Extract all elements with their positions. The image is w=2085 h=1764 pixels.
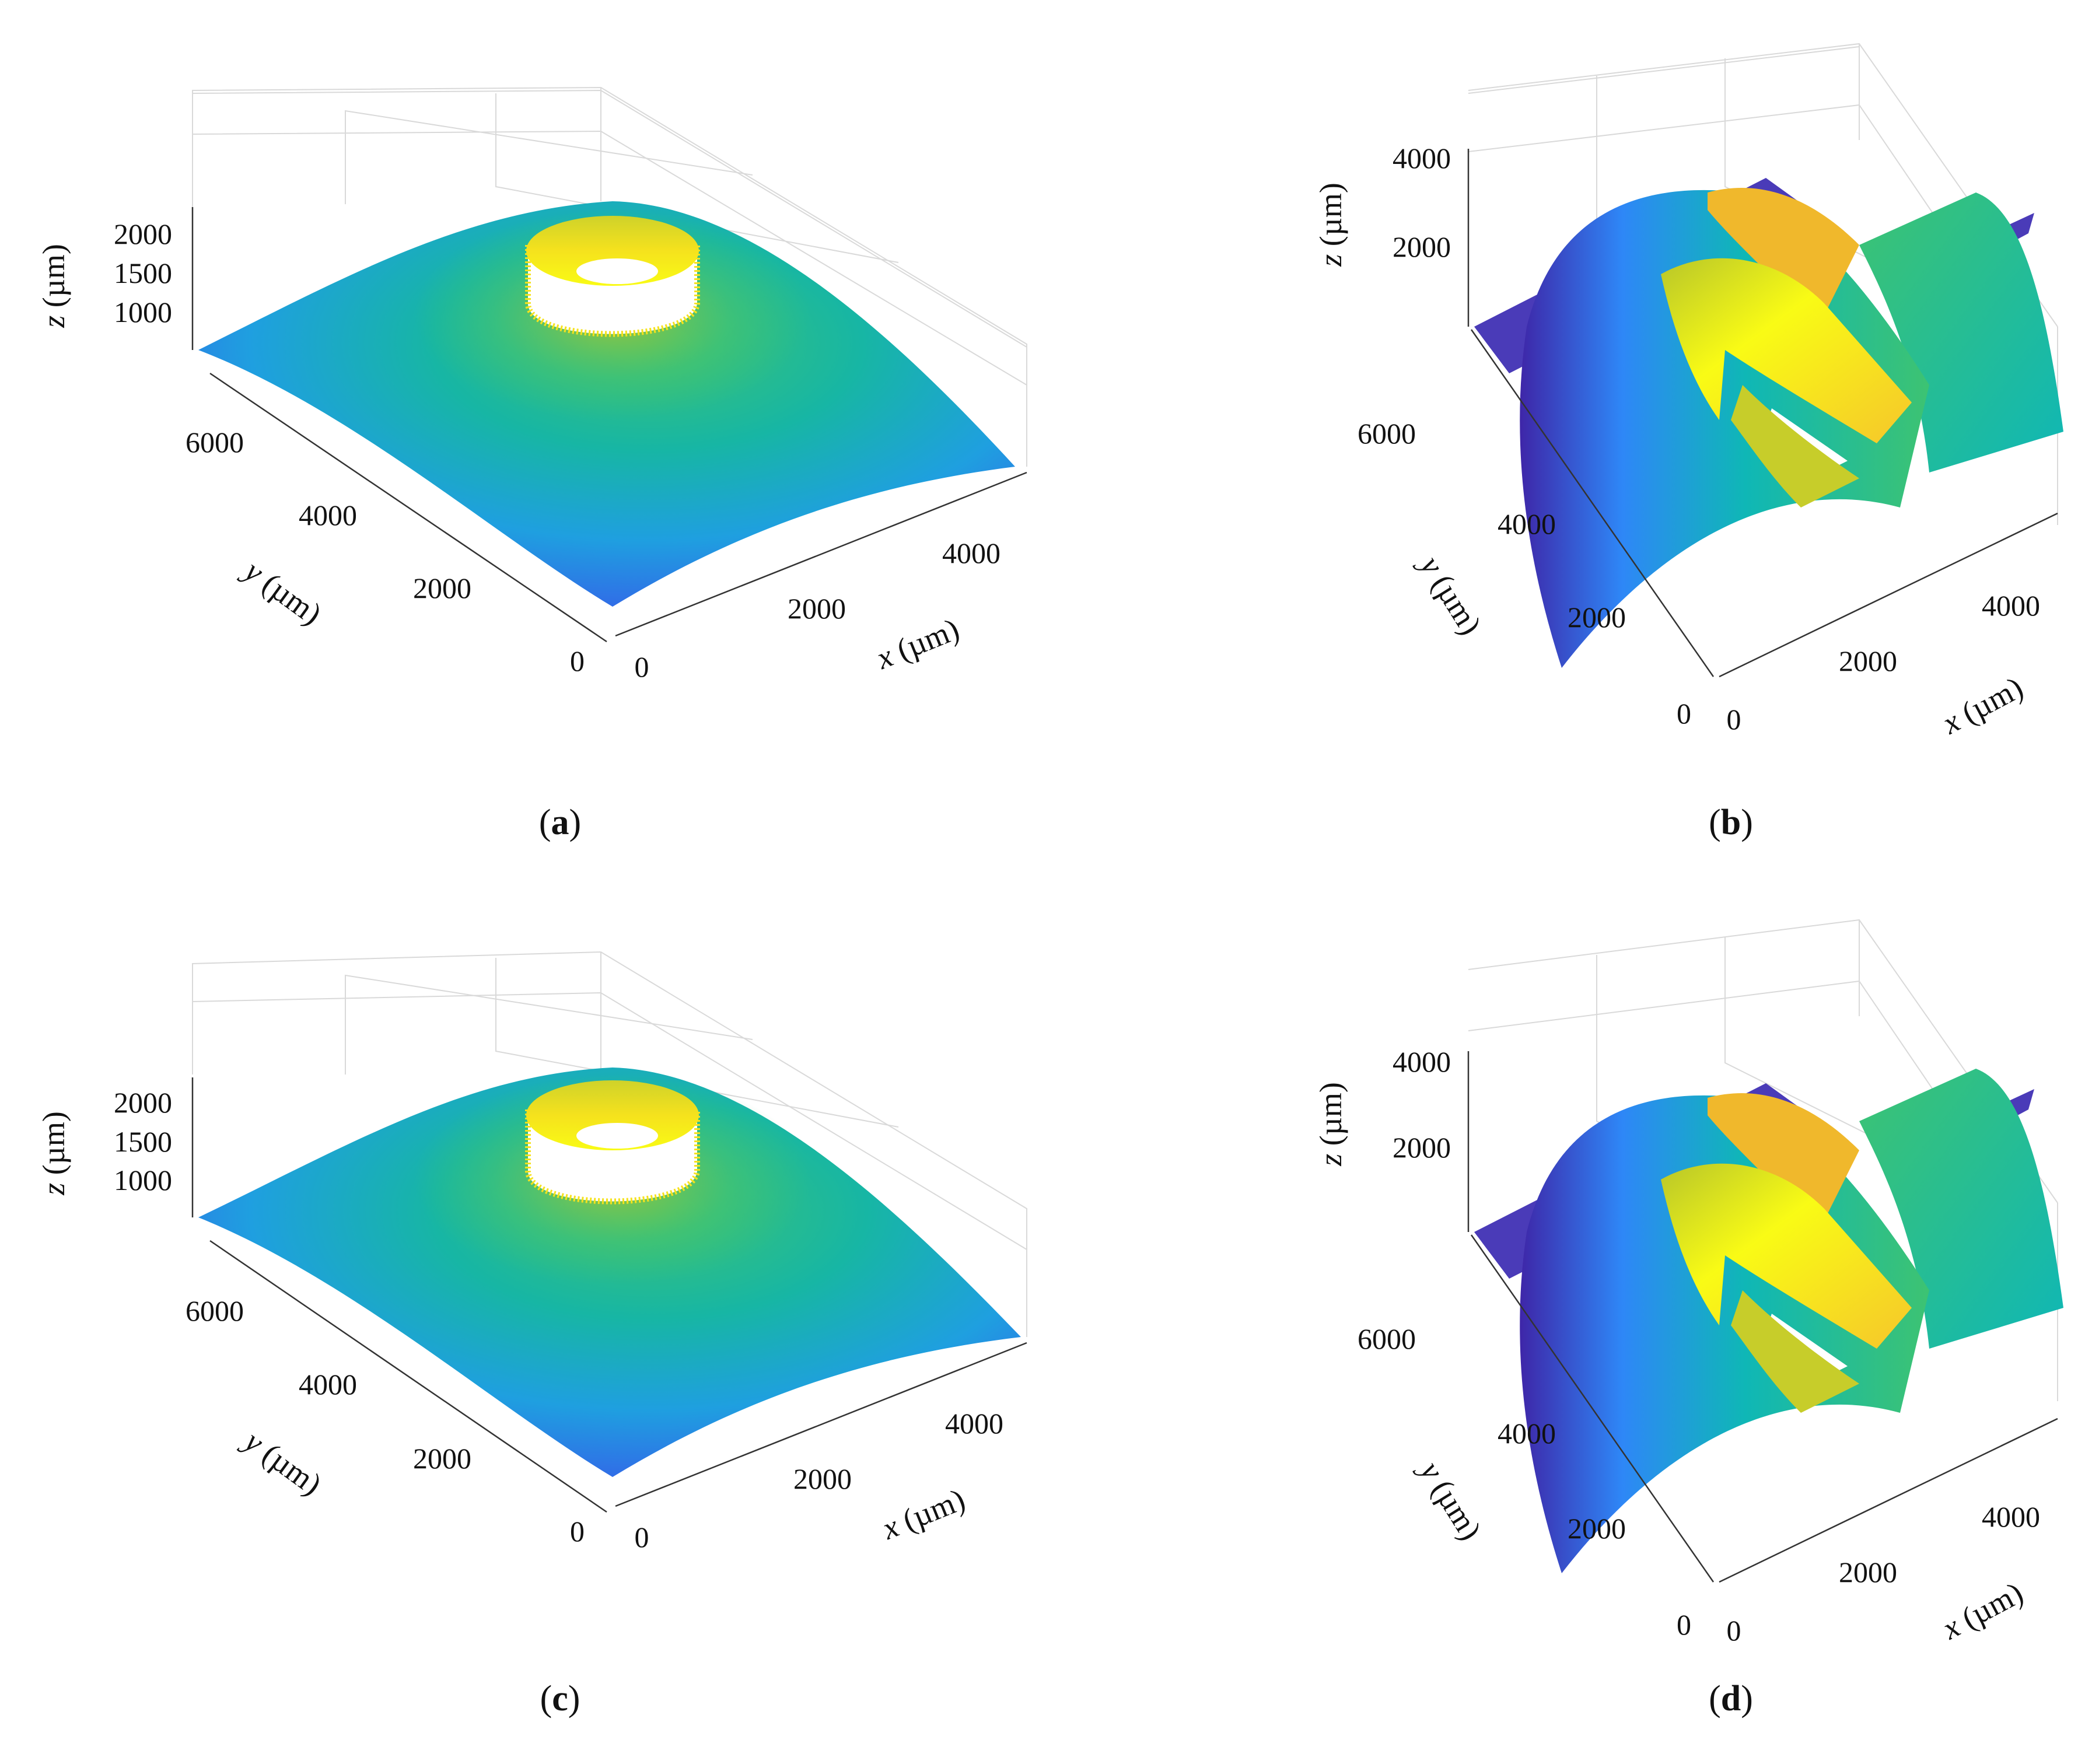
z-label-c: z (µm) xyxy=(36,1111,71,1196)
xticks-d: 0 2000 4000 xyxy=(1727,1500,2041,1647)
x-tick-c-2000: 2000 xyxy=(793,1462,852,1495)
grid-c xyxy=(192,951,1027,1337)
x-tick-c-4000: 4000 xyxy=(945,1407,1003,1440)
yticks-b: 6000 4000 2000 0 xyxy=(1358,417,1691,730)
y-label-c: y (µm) xyxy=(236,1422,328,1502)
plot-a: 2000 1500 1000 6000 4000 2000 0 0 2000 4… xyxy=(36,86,1027,683)
caption-d: (d) xyxy=(1709,1679,1753,1718)
z-tick-c-2: 1000 xyxy=(114,1164,172,1196)
y-tick-d-0: 0 xyxy=(1677,1608,1691,1641)
zticks-b: 4000 2000 xyxy=(1393,142,1451,263)
y-tick-a-2000: 2000 xyxy=(413,572,471,604)
panel-d: 4000 2000 6000 4000 2000 0 0 2000 4000 z… xyxy=(1042,882,2085,1764)
z-tick-a-2: 1000 xyxy=(114,296,172,328)
grid-a xyxy=(192,86,1027,467)
y-tick-b-2000: 2000 xyxy=(1568,601,1626,634)
axes-d xyxy=(1467,1051,2058,1583)
z-tick-d-2000: 2000 xyxy=(1393,1131,1451,1164)
y-tick-d-6000: 6000 xyxy=(1358,1322,1416,1355)
panel-c: 2000 1500 1000 6000 4000 2000 0 0 2000 4… xyxy=(0,882,1042,1764)
y-tick-c-4000: 4000 xyxy=(299,1368,357,1401)
zticks-d: 4000 2000 xyxy=(1393,1045,1451,1164)
x-tick-d-4000: 4000 xyxy=(1982,1500,2040,1533)
y-tick-c-0: 0 xyxy=(570,1515,585,1548)
y-tick-a-4000: 4000 xyxy=(299,499,357,531)
y-tick-d-2000: 2000 xyxy=(1568,1512,1626,1545)
z-tick-b-2000: 2000 xyxy=(1393,230,1451,263)
zticks-c: 2000 1500 1000 xyxy=(114,1086,172,1196)
y-label-d: y (µm) xyxy=(1412,1452,1488,1546)
xticks-c: 0 2000 4000 xyxy=(635,1407,1004,1553)
axes-a xyxy=(191,207,1027,643)
z-tick-a-0: 2000 xyxy=(114,218,172,250)
y-tick-a-6000: 6000 xyxy=(186,426,244,459)
z-tick-c-0: 2000 xyxy=(114,1086,172,1119)
plot-d: 4000 2000 6000 4000 2000 0 0 2000 4000 z… xyxy=(1313,919,2063,1647)
plot-b: 4000 2000 6000 4000 2000 0 0 2000 4000 z… xyxy=(1313,43,2063,741)
x-tick-b-4000: 4000 xyxy=(1982,589,2040,622)
z-tick-d-4000: 4000 xyxy=(1393,1045,1451,1078)
surface-c xyxy=(198,1068,1021,1477)
x-label-d: x (µm) xyxy=(1936,1575,2028,1646)
yticks-c: 6000 4000 2000 0 xyxy=(186,1294,585,1548)
x-label-a: x (µm) xyxy=(871,611,964,676)
caption-b: (b) xyxy=(1709,803,1753,842)
x-tick-c-0: 0 xyxy=(635,1521,649,1553)
xticks-b: 0 2000 4000 xyxy=(1727,589,2041,736)
axes-b xyxy=(1467,149,2058,678)
x-label-c: x (µm) xyxy=(877,1482,970,1546)
y-tick-c-2000: 2000 xyxy=(413,1442,471,1475)
x-tick-a-4000: 4000 xyxy=(942,537,1000,569)
y-tick-d-4000: 4000 xyxy=(1498,1417,1556,1450)
z-label-d: z (µm) xyxy=(1313,1082,1348,1167)
yticks-d: 6000 4000 2000 0 xyxy=(1358,1322,1691,1641)
caption-a: (a) xyxy=(538,803,582,842)
z-label-a: z (µm) xyxy=(36,244,71,328)
x-tick-b-0: 0 xyxy=(1727,703,1741,736)
plot-c: 2000 1500 1000 6000 4000 2000 0 0 2000 4… xyxy=(36,951,1027,1553)
caption-c: (c) xyxy=(540,1679,580,1718)
z-tick-c-1: 1500 xyxy=(114,1125,172,1158)
panel-b: 4000 2000 6000 4000 2000 0 0 2000 4000 z… xyxy=(1042,0,2085,882)
yticks-a: 6000 4000 2000 0 xyxy=(186,426,585,677)
z-tick-a-1: 1500 xyxy=(114,257,172,289)
x-tick-d-0: 0 xyxy=(1727,1614,1741,1647)
y-label-a: y (µm) xyxy=(236,551,328,632)
xticks-a: 0 2000 4000 xyxy=(635,537,1001,683)
surface-b xyxy=(1474,178,2063,668)
x-label-b: x (µm) xyxy=(1936,670,2028,741)
surface-a xyxy=(198,201,1015,607)
y-tick-a-0: 0 xyxy=(570,645,585,677)
x-tick-a-2000: 2000 xyxy=(788,592,846,625)
z-label-b: z (µm) xyxy=(1313,183,1348,267)
y-tick-b-0: 0 xyxy=(1677,697,1691,730)
zticks-a: 2000 1500 1000 xyxy=(114,218,172,328)
x-tick-a-0: 0 xyxy=(635,650,649,683)
x-tick-d-2000: 2000 xyxy=(1839,1556,1897,1588)
panel-a: 2000 1500 1000 6000 4000 2000 0 0 2000 4… xyxy=(0,0,1042,882)
y-label-b: y (µm) xyxy=(1412,547,1488,640)
axes-c xyxy=(191,1077,1027,1513)
surface-d xyxy=(1474,1069,2063,1573)
y-tick-b-4000: 4000 xyxy=(1498,508,1556,540)
y-tick-b-6000: 6000 xyxy=(1358,417,1416,450)
z-tick-b-4000: 4000 xyxy=(1393,142,1451,174)
y-tick-c-6000: 6000 xyxy=(186,1294,244,1327)
x-tick-b-2000: 2000 xyxy=(1839,645,1897,677)
